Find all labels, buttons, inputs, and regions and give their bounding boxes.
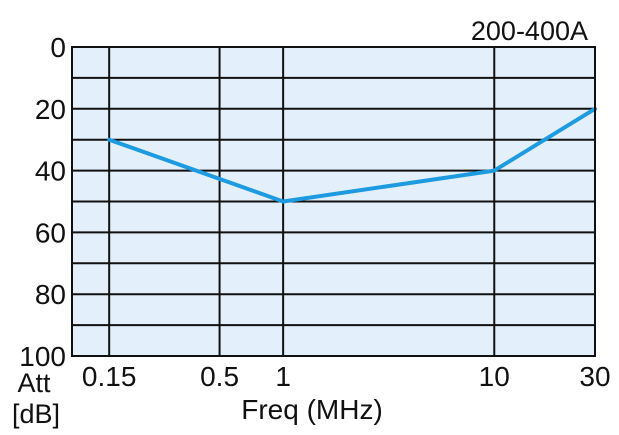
x-tick-label: 10	[479, 361, 510, 392]
y-axis-label-line-1: Att	[17, 368, 51, 398]
x-axis-ticks: 0.15 0.5 1 10 30	[82, 361, 611, 392]
chart-title: 200-400A	[471, 16, 588, 46]
x-tick-label: 1	[275, 361, 291, 392]
plot-frame	[71, 46, 596, 357]
y-axis-ticks: 0 20 40 60 80 100	[19, 32, 66, 372]
x-axis-label: Freq (MHz)	[241, 394, 383, 425]
grid	[72, 47, 595, 356]
series-line	[107, 106, 597, 204]
x-tick-label: 0.5	[200, 361, 239, 392]
y-tick-label: 100	[19, 341, 66, 372]
x-tick-label: 30	[579, 361, 610, 392]
y-tick-label: 0	[50, 32, 66, 63]
x-tick-label: 0.15	[82, 361, 137, 392]
y-axis-label-line-2: [dB]	[12, 399, 60, 429]
y-tick-label: 40	[35, 156, 66, 187]
y-tick-label: 80	[35, 279, 66, 310]
y-tick-label: 60	[35, 217, 66, 248]
y-tick-label: 20	[35, 94, 66, 125]
